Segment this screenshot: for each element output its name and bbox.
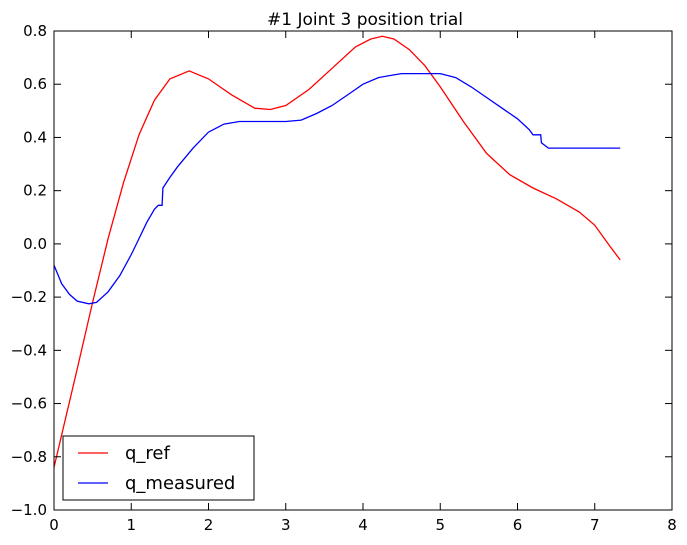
legend-label-q_ref: q_ref: [125, 443, 171, 464]
y-tick-label: −0.4: [11, 341, 47, 359]
y-tick-label: −1.0: [11, 501, 47, 519]
series-line-q_ref: [53, 35, 621, 468]
x-tick-label: 2: [204, 516, 214, 534]
legend-box: [62, 435, 255, 501]
x-tick-label: 1: [126, 516, 136, 534]
axes: 0 1 2 3 4 5 6 7 8 0.8 0.6 0.4 0.2 0.0 −0.2 −0.4 −0.6 −0.8…: [11, 22, 677, 534]
x-tick-label: 6: [513, 516, 523, 534]
y-tick-label: 0.8: [23, 22, 47, 40]
y-tick-label: 0.2: [23, 182, 47, 200]
y-tick-label: −0.6: [11, 395, 47, 413]
x-tick-label: 8: [667, 516, 677, 534]
x-tick-label: 5: [435, 516, 445, 534]
x-tick-label: 7: [590, 516, 600, 534]
legend: q_ref q_measured: [62, 435, 255, 501]
x-tick-label: 3: [281, 516, 291, 534]
x-tick-label: 4: [358, 516, 368, 534]
y-tick-label: 0.0: [23, 235, 47, 253]
y-tick-label: 0.4: [23, 128, 47, 146]
x-tick-label: 0: [49, 516, 59, 534]
y-tick-label: 0.6: [23, 75, 47, 93]
y-tick-label: −0.2: [11, 288, 47, 306]
y-tick-label: −0.8: [11, 448, 47, 466]
chart-title: #1 Joint 3 position trial: [267, 10, 463, 30]
series-line-q_measured: [53, 72, 621, 305]
plot-area: [53, 35, 621, 468]
legend-label-q_measured: q_measured: [125, 473, 235, 494]
